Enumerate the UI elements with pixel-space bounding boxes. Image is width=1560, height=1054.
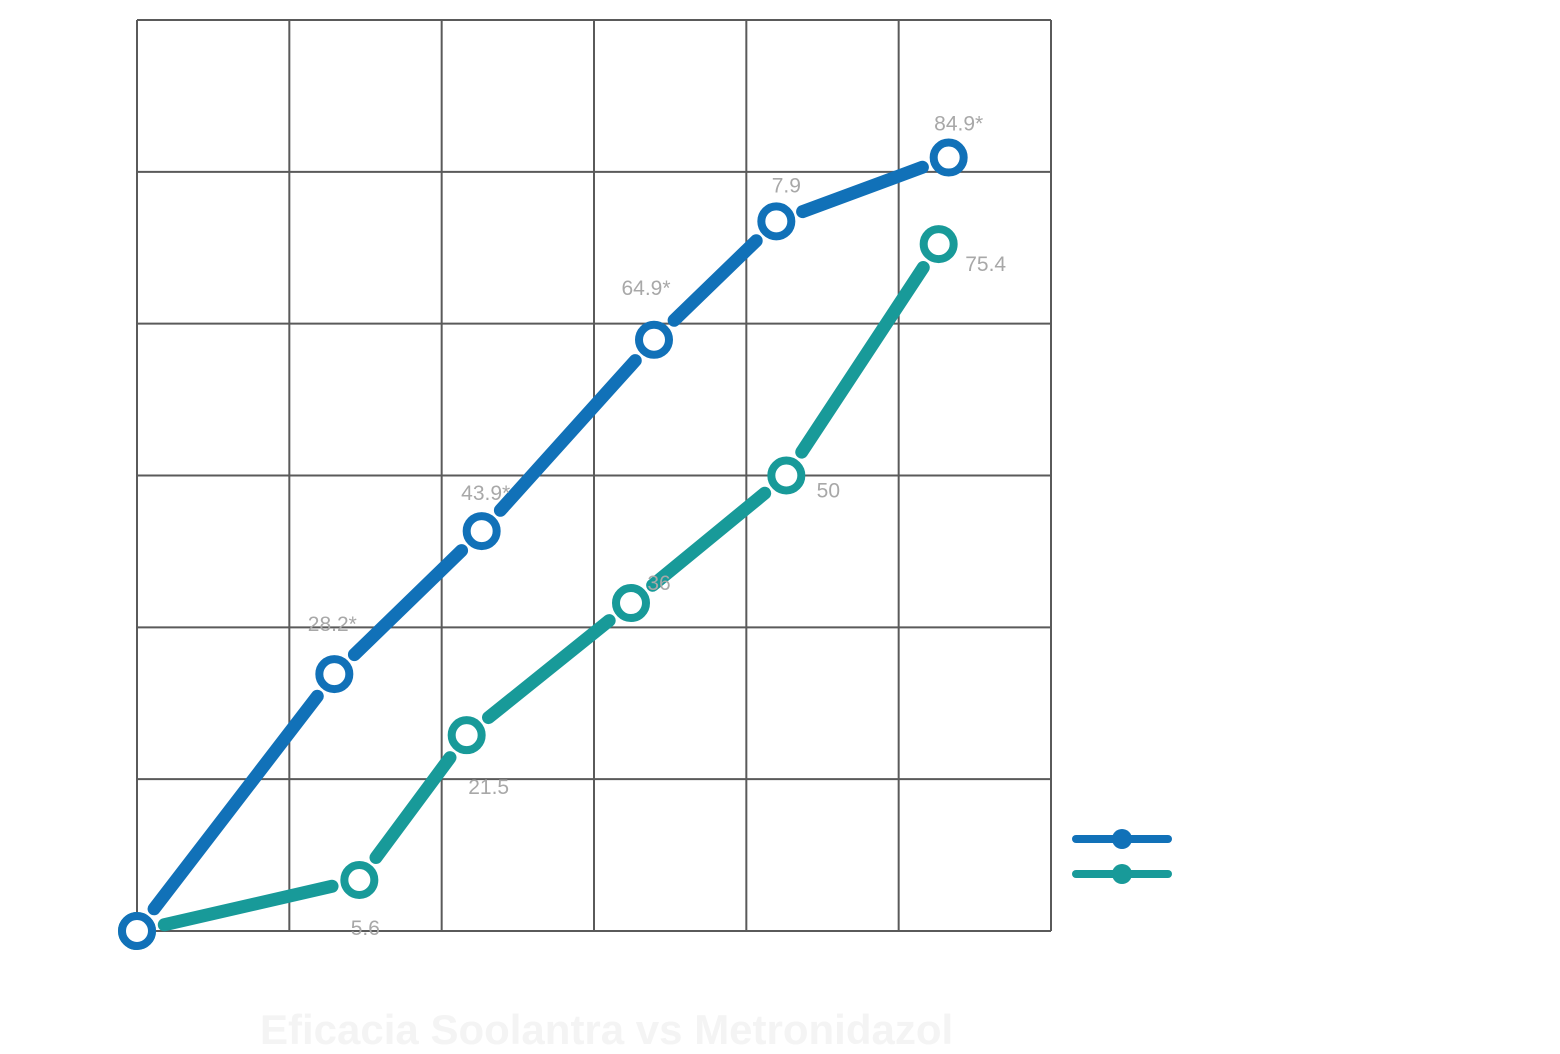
series-lines bbox=[118, 138, 968, 950]
data-label: 43.9* bbox=[461, 482, 510, 505]
data-label: 7.9 bbox=[772, 174, 801, 197]
data-label: 21.5 bbox=[468, 776, 509, 799]
data-label: 75.4 bbox=[965, 253, 1006, 276]
series-2-point bbox=[612, 584, 650, 623]
series-2-segment bbox=[369, 751, 457, 864]
series-2-point bbox=[919, 225, 958, 264]
data-label: 36 bbox=[647, 572, 670, 595]
series-2-point bbox=[767, 456, 806, 495]
data-label: 64.9* bbox=[621, 277, 670, 300]
series-2-segment bbox=[795, 260, 930, 459]
legend bbox=[1072, 829, 1172, 884]
data-label: 5.6 bbox=[351, 917, 380, 940]
chart-title: Eficacia Soolantra vs Metronidazol bbox=[260, 1006, 954, 1053]
legend-swatch-dot bbox=[1112, 864, 1132, 884]
series-1-segment bbox=[147, 689, 324, 916]
data-labels: 5.6 21.5 36 50 75.4 28.2* 43.9* 64.9* 7.9 84.9* bbox=[308, 113, 1007, 940]
series-1-point bbox=[462, 512, 501, 551]
series-1-point bbox=[757, 202, 796, 241]
series-2-point bbox=[447, 716, 486, 755]
series-1-segment bbox=[493, 354, 642, 517]
data-label: 84.9* bbox=[934, 113, 983, 136]
series-1-segment bbox=[796, 160, 929, 219]
series-2-segment bbox=[481, 614, 616, 725]
data-label: 28.2* bbox=[308, 613, 357, 636]
series-1-segment bbox=[347, 544, 469, 662]
series-1-point bbox=[929, 138, 968, 177]
series-1-point bbox=[118, 912, 156, 950]
series-2-segment bbox=[157, 879, 339, 932]
grid bbox=[136, 19, 1052, 932]
legend-swatch-dot bbox=[1112, 829, 1132, 849]
data-label: 50 bbox=[817, 480, 840, 503]
series-1-segment bbox=[667, 234, 763, 327]
series-1-point bbox=[635, 320, 673, 359]
series-1-point bbox=[315, 655, 354, 694]
series-2-segment bbox=[646, 486, 772, 592]
series-2-point bbox=[340, 860, 379, 899]
